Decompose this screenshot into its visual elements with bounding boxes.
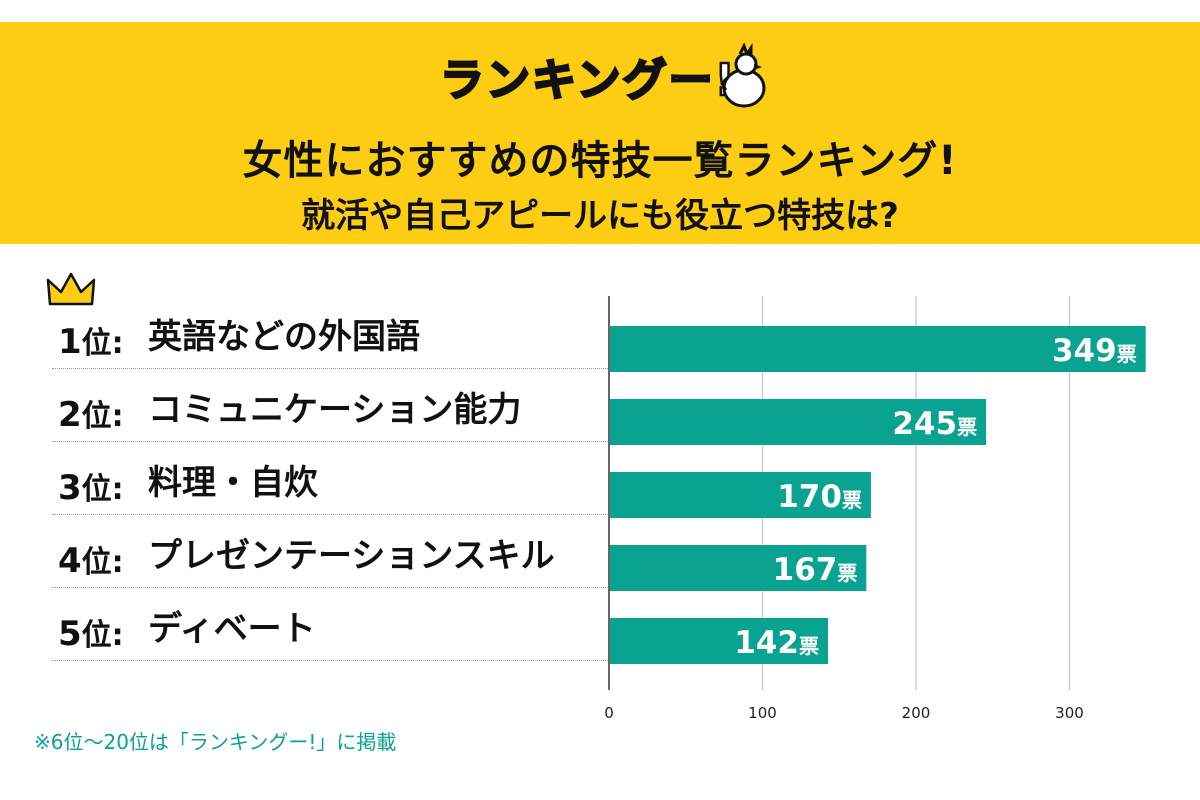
rank-item-label: プレゼンテーションスキル: [148, 536, 555, 576]
bar-value-label: 245票: [892, 406, 977, 442]
rank-position: 4位:: [58, 537, 124, 581]
rank-row-1: 1位: 英語などの外国語: [52, 296, 608, 369]
rank-item-label: ディベート: [148, 609, 316, 649]
bar: [610, 472, 871, 518]
rank-number: 2: [58, 395, 82, 435]
header-banner: [0, 22, 1200, 244]
rank-position: 2位:: [58, 391, 124, 435]
rank-suffix: 位:: [81, 472, 124, 507]
rank-row-2: 2位: コミュニケーション能力: [52, 369, 608, 442]
page-title: 女性におすすめの特技一覧ランキング!: [242, 138, 958, 184]
bar-value-label: 142票: [734, 625, 819, 661]
footnote: ※6位～20位は「ランキングー!」に掲載: [34, 730, 397, 754]
bar-value-unit: 票: [957, 415, 977, 439]
rank-row-5: 5位: ディベート: [52, 588, 608, 661]
x-tick-label: 200: [902, 704, 931, 722]
bar: [610, 399, 987, 445]
bar-value-unit: 票: [799, 634, 819, 658]
bar-value-label: 349票: [1052, 333, 1137, 369]
ranking-goo-logo: ランキングー!: [439, 42, 780, 112]
bar: [610, 326, 1146, 372]
bar: [610, 545, 867, 591]
x-tick-label: 300: [1055, 704, 1084, 722]
rank-item-label: コミュニケーション能力: [148, 390, 522, 430]
rank-number: 5: [58, 614, 82, 654]
rank-suffix: 位:: [81, 545, 124, 580]
bar-value-number: 167: [773, 552, 838, 588]
crown-icon: [46, 272, 96, 306]
rank-item-label: 英語などの外国語: [148, 317, 420, 357]
rank-row-3: 3位: 料理・自炊: [52, 442, 608, 515]
rank-number: 1: [58, 322, 82, 362]
rank-position: 3位:: [58, 464, 124, 508]
rank-suffix: 位:: [81, 399, 124, 434]
bar-value-label: 170票: [777, 479, 862, 515]
bar-value-unit: 票: [842, 488, 862, 512]
bar-value-number: 170: [777, 479, 842, 515]
rank-number: 3: [58, 468, 82, 508]
bar-value-number: 245: [892, 406, 957, 442]
bar-value-number: 142: [734, 625, 799, 661]
bar-value-unit: 票: [1117, 342, 1137, 366]
chicken-thumbs-up-icon: [721, 42, 766, 108]
rank-suffix: 位:: [81, 326, 124, 361]
bar-value-label: 167票: [773, 552, 858, 588]
rank-suffix: 位:: [81, 618, 124, 653]
rank-position: 1位:: [58, 318, 124, 362]
x-tick-label: 0: [604, 704, 614, 722]
page-subtitle: 就活や自己アピールにも役立つ特技は?: [301, 196, 899, 236]
x-tick-label: 100: [748, 704, 777, 722]
bar-value-number: 349: [1052, 333, 1117, 369]
rank-position: 5位:: [58, 610, 124, 654]
rank-row-4: 4位: プレゼンテーションスキル: [52, 515, 608, 588]
bar: [610, 618, 828, 664]
logo-wordmark: ランキングー!: [439, 54, 737, 108]
rank-number: 4: [58, 541, 82, 581]
bar-value-unit: 票: [837, 561, 857, 585]
rank-item-label: 料理・自炊: [148, 463, 318, 503]
